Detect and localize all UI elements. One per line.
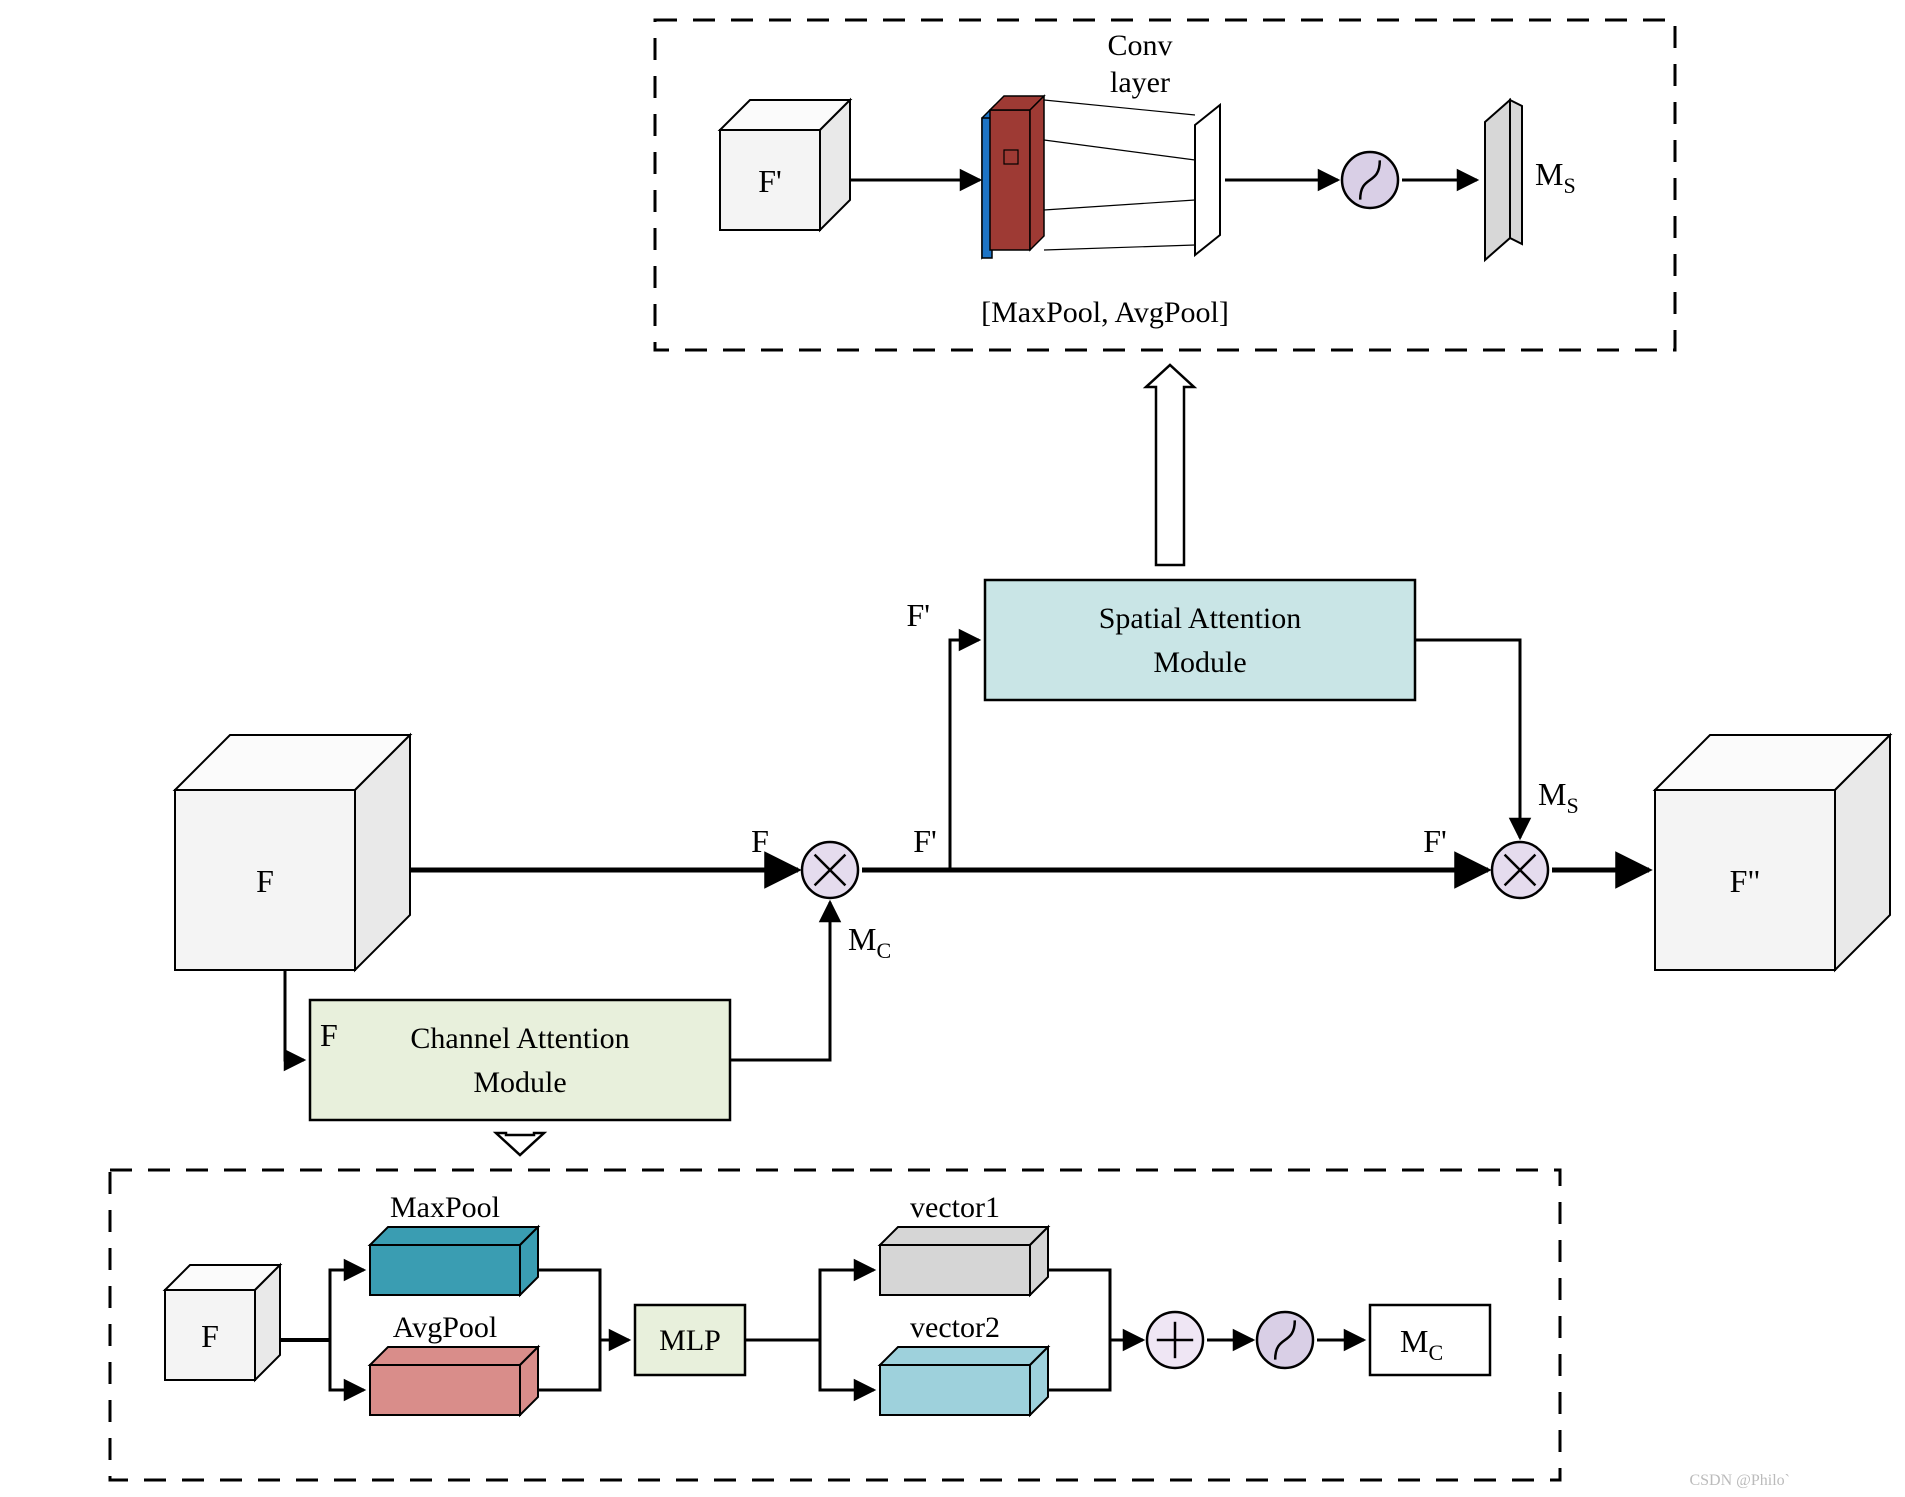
ms-output <box>1485 100 1510 260</box>
label-F-main: F <box>751 823 769 859</box>
cam-label-1: Channel Attention <box>410 1022 629 1055</box>
cam-label-2: Module <box>473 1066 566 1099</box>
detail-box <box>110 1170 1560 1480</box>
pool-label: [MaxPool, AvgPool] <box>981 296 1229 329</box>
label-Ms: MS <box>1538 776 1579 818</box>
vec1-label: vector1 <box>910 1191 1000 1224</box>
detail-cube-Fprime-label: F' <box>758 163 782 199</box>
hollow-arrow-down <box>496 1133 544 1155</box>
conv-output-pane <box>1195 105 1220 255</box>
channel-attention-module <box>310 1000 730 1120</box>
spatial-attention-module <box>985 580 1415 700</box>
label-F-branch: F <box>320 1017 338 1053</box>
watermark: CSDN @Philo` <box>1689 1472 1790 1489</box>
maxpool-label: MaxPool <box>390 1191 500 1224</box>
detail-cube-F-label: F <box>201 1318 219 1354</box>
label-Mc: MC <box>848 921 891 963</box>
sam-label-1: Spatial Attention <box>1099 602 1302 635</box>
vector2-box <box>880 1365 1030 1415</box>
conv-label-1: Conv <box>1107 29 1172 62</box>
output-cube-Fdbl-label: F" <box>1730 863 1761 899</box>
maxpool-box <box>370 1245 520 1295</box>
label-Fprime-up: F' <box>906 597 930 633</box>
mlp-label: MLP <box>659 1324 721 1357</box>
vec2-label: vector2 <box>910 1311 1000 1344</box>
hollow-arrow-up <box>1146 365 1194 565</box>
conv-label-2: layer <box>1110 66 1170 99</box>
vector1-box <box>880 1245 1030 1295</box>
avgpool-box <box>370 1365 520 1415</box>
conv-slab-red <box>990 110 1030 250</box>
avgpool-label: AvgPool <box>393 1311 497 1344</box>
input-cube-F-label: F <box>256 863 274 899</box>
label-Fprime-2: F' <box>1423 823 1447 859</box>
label-Ms-out: MS <box>1535 156 1576 198</box>
sam-label-2: Module <box>1153 646 1246 679</box>
label-Fprime-1: F' <box>913 823 937 859</box>
